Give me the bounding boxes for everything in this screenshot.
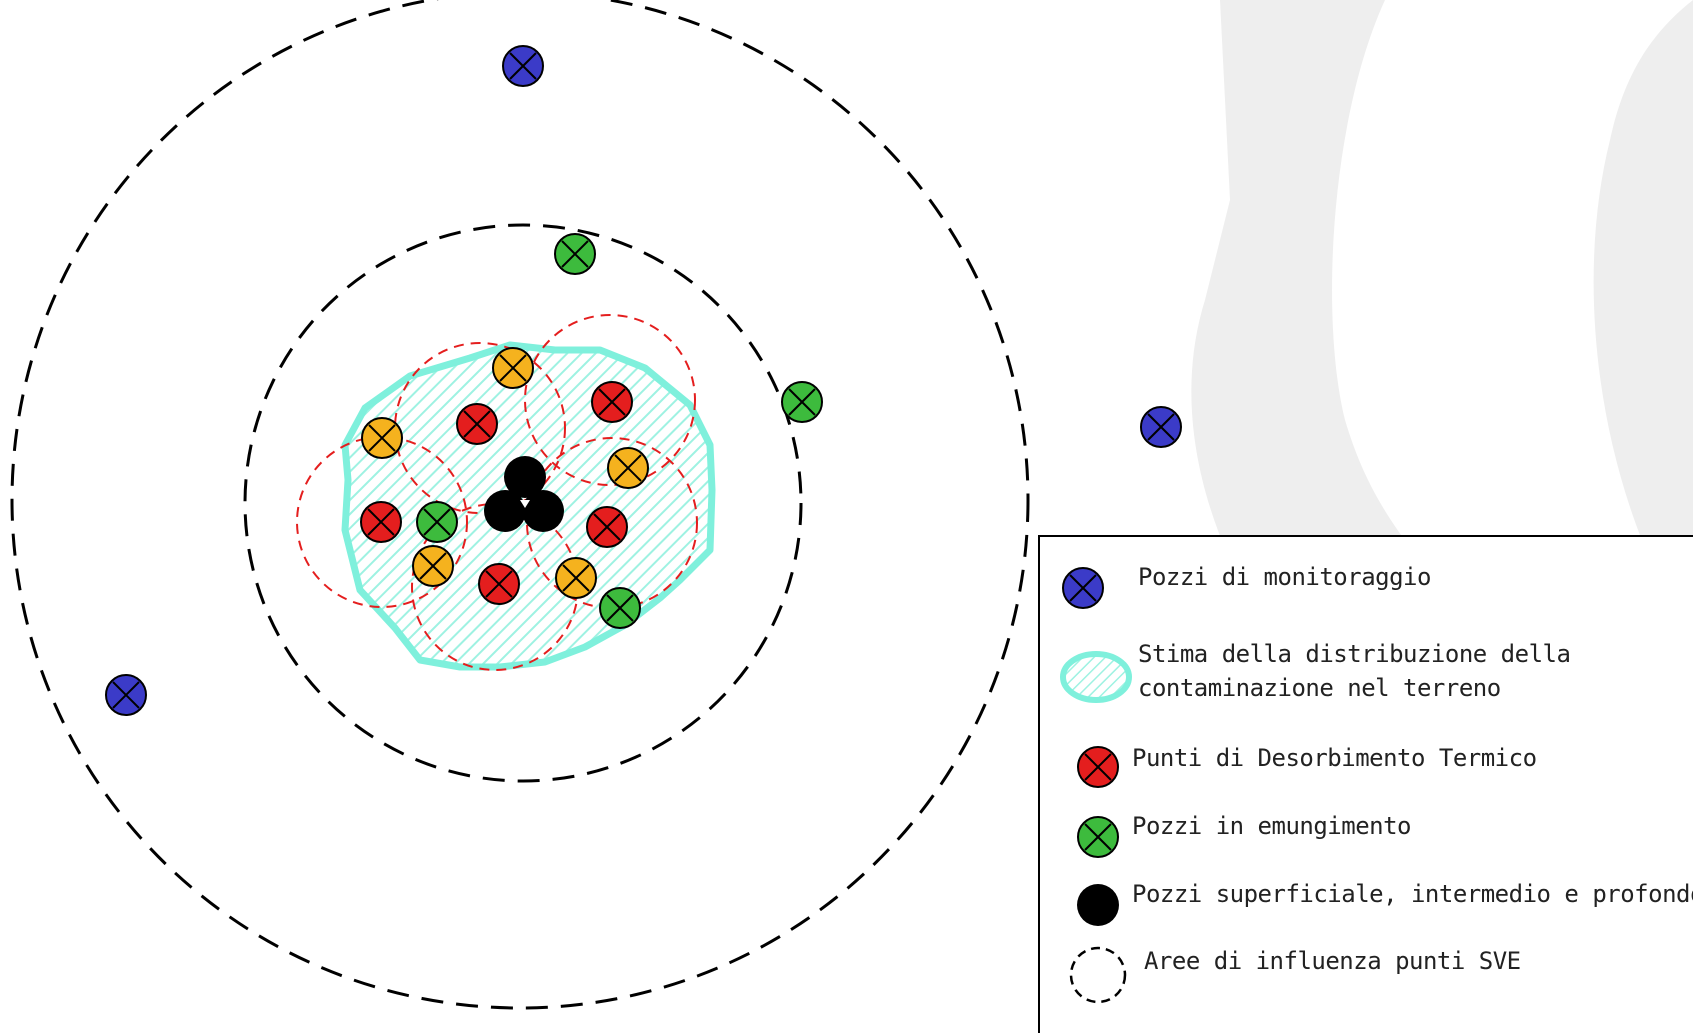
- red-well-icon: [478, 563, 520, 605]
- green-well-icon: [599, 587, 641, 629]
- legend-label-extraction: Pozzi in emungimento: [1132, 812, 1411, 840]
- orange-well-icon: [555, 557, 597, 599]
- green-well-icon: [1077, 816, 1119, 858]
- contamination-area-icon: [1060, 651, 1132, 703]
- orange-well-icon: [361, 417, 403, 459]
- orange-well-icon: [492, 347, 534, 389]
- influence-circle: [524, 314, 696, 486]
- watermark-logo: [1191, 0, 1693, 560]
- legend-label-sve: Pozzi superficiale, intermedio e profond…: [1132, 880, 1693, 908]
- blue-well-icon: [1062, 567, 1104, 609]
- red-well-icon: [586, 506, 628, 548]
- red-well-icon: [1077, 746, 1119, 788]
- extraction-wells: [416, 233, 823, 629]
- outer-influence-circle: [10, 0, 1030, 1010]
- legend-label-contamination: Stima della distribuzione della contamin…: [1138, 637, 1571, 705]
- inner-influence-circle: [243, 223, 803, 783]
- thermal-desorption-points: [360, 381, 633, 605]
- blue-well-icon: [1140, 406, 1182, 448]
- influence-circle: [526, 437, 698, 609]
- orange-points: [361, 347, 649, 599]
- red-well-icon: [591, 381, 633, 423]
- green-well-icon: [554, 233, 596, 275]
- blue-well-icon: [502, 45, 544, 87]
- black-dot-icon: [1077, 884, 1119, 926]
- green-well-icon: [416, 501, 458, 543]
- sve-center-mark: [520, 500, 530, 508]
- dashed-circle-icon: [1069, 946, 1127, 1004]
- legend-label-monitoring: Pozzi di monitoraggio: [1138, 563, 1431, 591]
- black-dot-icon: [522, 490, 564, 532]
- black-dot-icon: [504, 456, 546, 498]
- influence-circle: [394, 342, 566, 514]
- blue-well-icon: [105, 674, 147, 716]
- black-dot-icon: [484, 490, 526, 532]
- legend-label-influence: Aree di influenza punti SVE: [1144, 947, 1521, 975]
- legend-label-thermal: Punti di Desorbimento Termico: [1132, 744, 1537, 772]
- red-well-icon: [360, 501, 402, 543]
- orange-well-icon: [412, 545, 454, 587]
- sve-wells: [484, 456, 564, 532]
- monitoring-wells: [105, 45, 1182, 716]
- legend-label-contamination-line1: Stima della distribuzione della: [1138, 640, 1571, 668]
- orange-well-icon: [607, 447, 649, 489]
- legend-label-contamination-line2: contaminazione nel terreno: [1138, 674, 1501, 702]
- legend: Pozzi di monitoraggio Stima della distri…: [1038, 535, 1693, 1033]
- green-well-icon: [781, 381, 823, 423]
- red-well-icon: [456, 403, 498, 445]
